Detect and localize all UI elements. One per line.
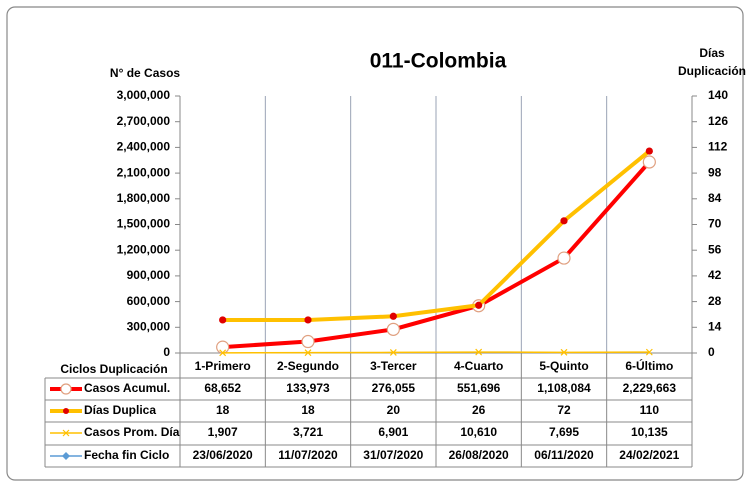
- x-tick-label: 4-Cuarto: [454, 359, 503, 373]
- marker: [301, 334, 315, 349]
- y2-tick-label: 28: [708, 294, 722, 308]
- y-tick-label: 900,000: [127, 268, 171, 282]
- marker: [63, 408, 69, 414]
- table-cell: 276,055: [372, 381, 416, 395]
- table-cell: 133,973: [286, 381, 330, 395]
- marker: [645, 147, 653, 155]
- table-cell: 18: [301, 403, 315, 417]
- marker: [475, 348, 483, 356]
- x-tick-label: 6-Último: [625, 358, 673, 373]
- table-cell: 110: [640, 403, 660, 417]
- y2-tick-label: 140: [708, 88, 728, 102]
- table-cell: 1,907: [208, 425, 238, 439]
- chart-frame: [6, 6, 744, 481]
- y2-tick-label: 70: [708, 217, 722, 231]
- marker: [560, 348, 568, 356]
- table-cell: 11/07/2020: [278, 448, 338, 462]
- marker: [219, 349, 227, 357]
- x-tick-label: 1-Primero: [195, 359, 251, 373]
- marker: [304, 316, 312, 324]
- table-cell: 1,108,084: [537, 381, 591, 395]
- y-tick-label: 3,000,000: [117, 88, 171, 102]
- y2-tick-label: 84: [708, 191, 722, 205]
- table-cell: 68,652: [204, 381, 241, 395]
- marker: [62, 429, 70, 437]
- table-cell: 06/11/2020: [534, 448, 594, 462]
- series-line: [222, 160, 651, 350]
- y-tick-label: 2,100,000: [117, 165, 171, 179]
- table-cell: 551,696: [457, 381, 501, 395]
- y-tick-label: 600,000: [127, 294, 171, 308]
- legend-label: Casos Acumul.: [84, 381, 170, 395]
- y2-axis-label: Días: [699, 46, 725, 60]
- y2-tick-label: 126: [708, 114, 728, 128]
- marker: [389, 312, 397, 320]
- y2-tick-label: 14: [708, 319, 722, 333]
- marker: [645, 348, 653, 356]
- marker: [389, 348, 397, 356]
- y-tick-label: 300,000: [127, 319, 171, 333]
- marker: [216, 340, 230, 354]
- y-axis-label: N° de Casos: [110, 66, 180, 80]
- legend-label: Días Duplica: [84, 403, 156, 417]
- y-tick-label: 1,500,000: [117, 217, 171, 231]
- y2-tick-label: 56: [708, 242, 722, 256]
- y-tick-label: 0: [163, 345, 170, 359]
- series-line: [222, 351, 650, 354]
- table-cell: 10,135: [631, 425, 668, 439]
- x-axis-label: Ciclos Duplicación: [60, 362, 167, 376]
- marker: [560, 217, 568, 225]
- table-cell: 23/06/2020: [193, 448, 253, 462]
- table-cell: 26/08/2020: [449, 448, 509, 462]
- y-tick-label: 1,800,000: [117, 191, 171, 205]
- table-cell: 3,721: [293, 425, 323, 439]
- x-tick-label: 3-Tercer: [370, 359, 417, 373]
- marker: [60, 383, 72, 395]
- marker: [62, 452, 70, 460]
- table-cell: 2,229,663: [623, 381, 677, 395]
- y2-tick-label: 42: [708, 268, 722, 282]
- y2-tick-label: 0: [708, 345, 715, 359]
- marker: [219, 316, 227, 324]
- table-cell: 72: [557, 403, 571, 417]
- table-cell: 31/07/2020: [363, 448, 423, 462]
- marker: [557, 251, 571, 265]
- table-cell: 10,610: [460, 425, 497, 439]
- y2-tick-label: 112: [708, 140, 728, 154]
- marker: [642, 155, 656, 169]
- legend-label: Fecha fin Ciclo: [84, 448, 169, 462]
- legend-label: Casos Prom. Día: [84, 425, 180, 439]
- x-tick-label: 2-Segundo: [277, 359, 339, 373]
- chart-title: 011-Colombia: [370, 50, 507, 73]
- marker: [386, 322, 400, 336]
- y2-axis-label: Duplicación: [678, 64, 746, 78]
- table-cell: 7,695: [549, 425, 579, 439]
- y-tick-label: 2,400,000: [117, 140, 171, 154]
- y2-tick-label: 98: [708, 165, 722, 179]
- table-cell: 24/02/2021: [619, 448, 679, 462]
- marker: [475, 301, 483, 309]
- x-tick-label: 5-Quinto: [539, 359, 588, 373]
- table-cell: 6,901: [378, 425, 408, 439]
- table-cell: 18: [216, 403, 230, 417]
- y-tick-label: 2,700,000: [117, 114, 171, 128]
- y-tick-label: 1,200,000: [117, 242, 171, 256]
- series-line: [222, 149, 651, 322]
- table-cell: 20: [387, 403, 401, 417]
- table-cell: 26: [472, 403, 486, 417]
- marker: [304, 349, 312, 357]
